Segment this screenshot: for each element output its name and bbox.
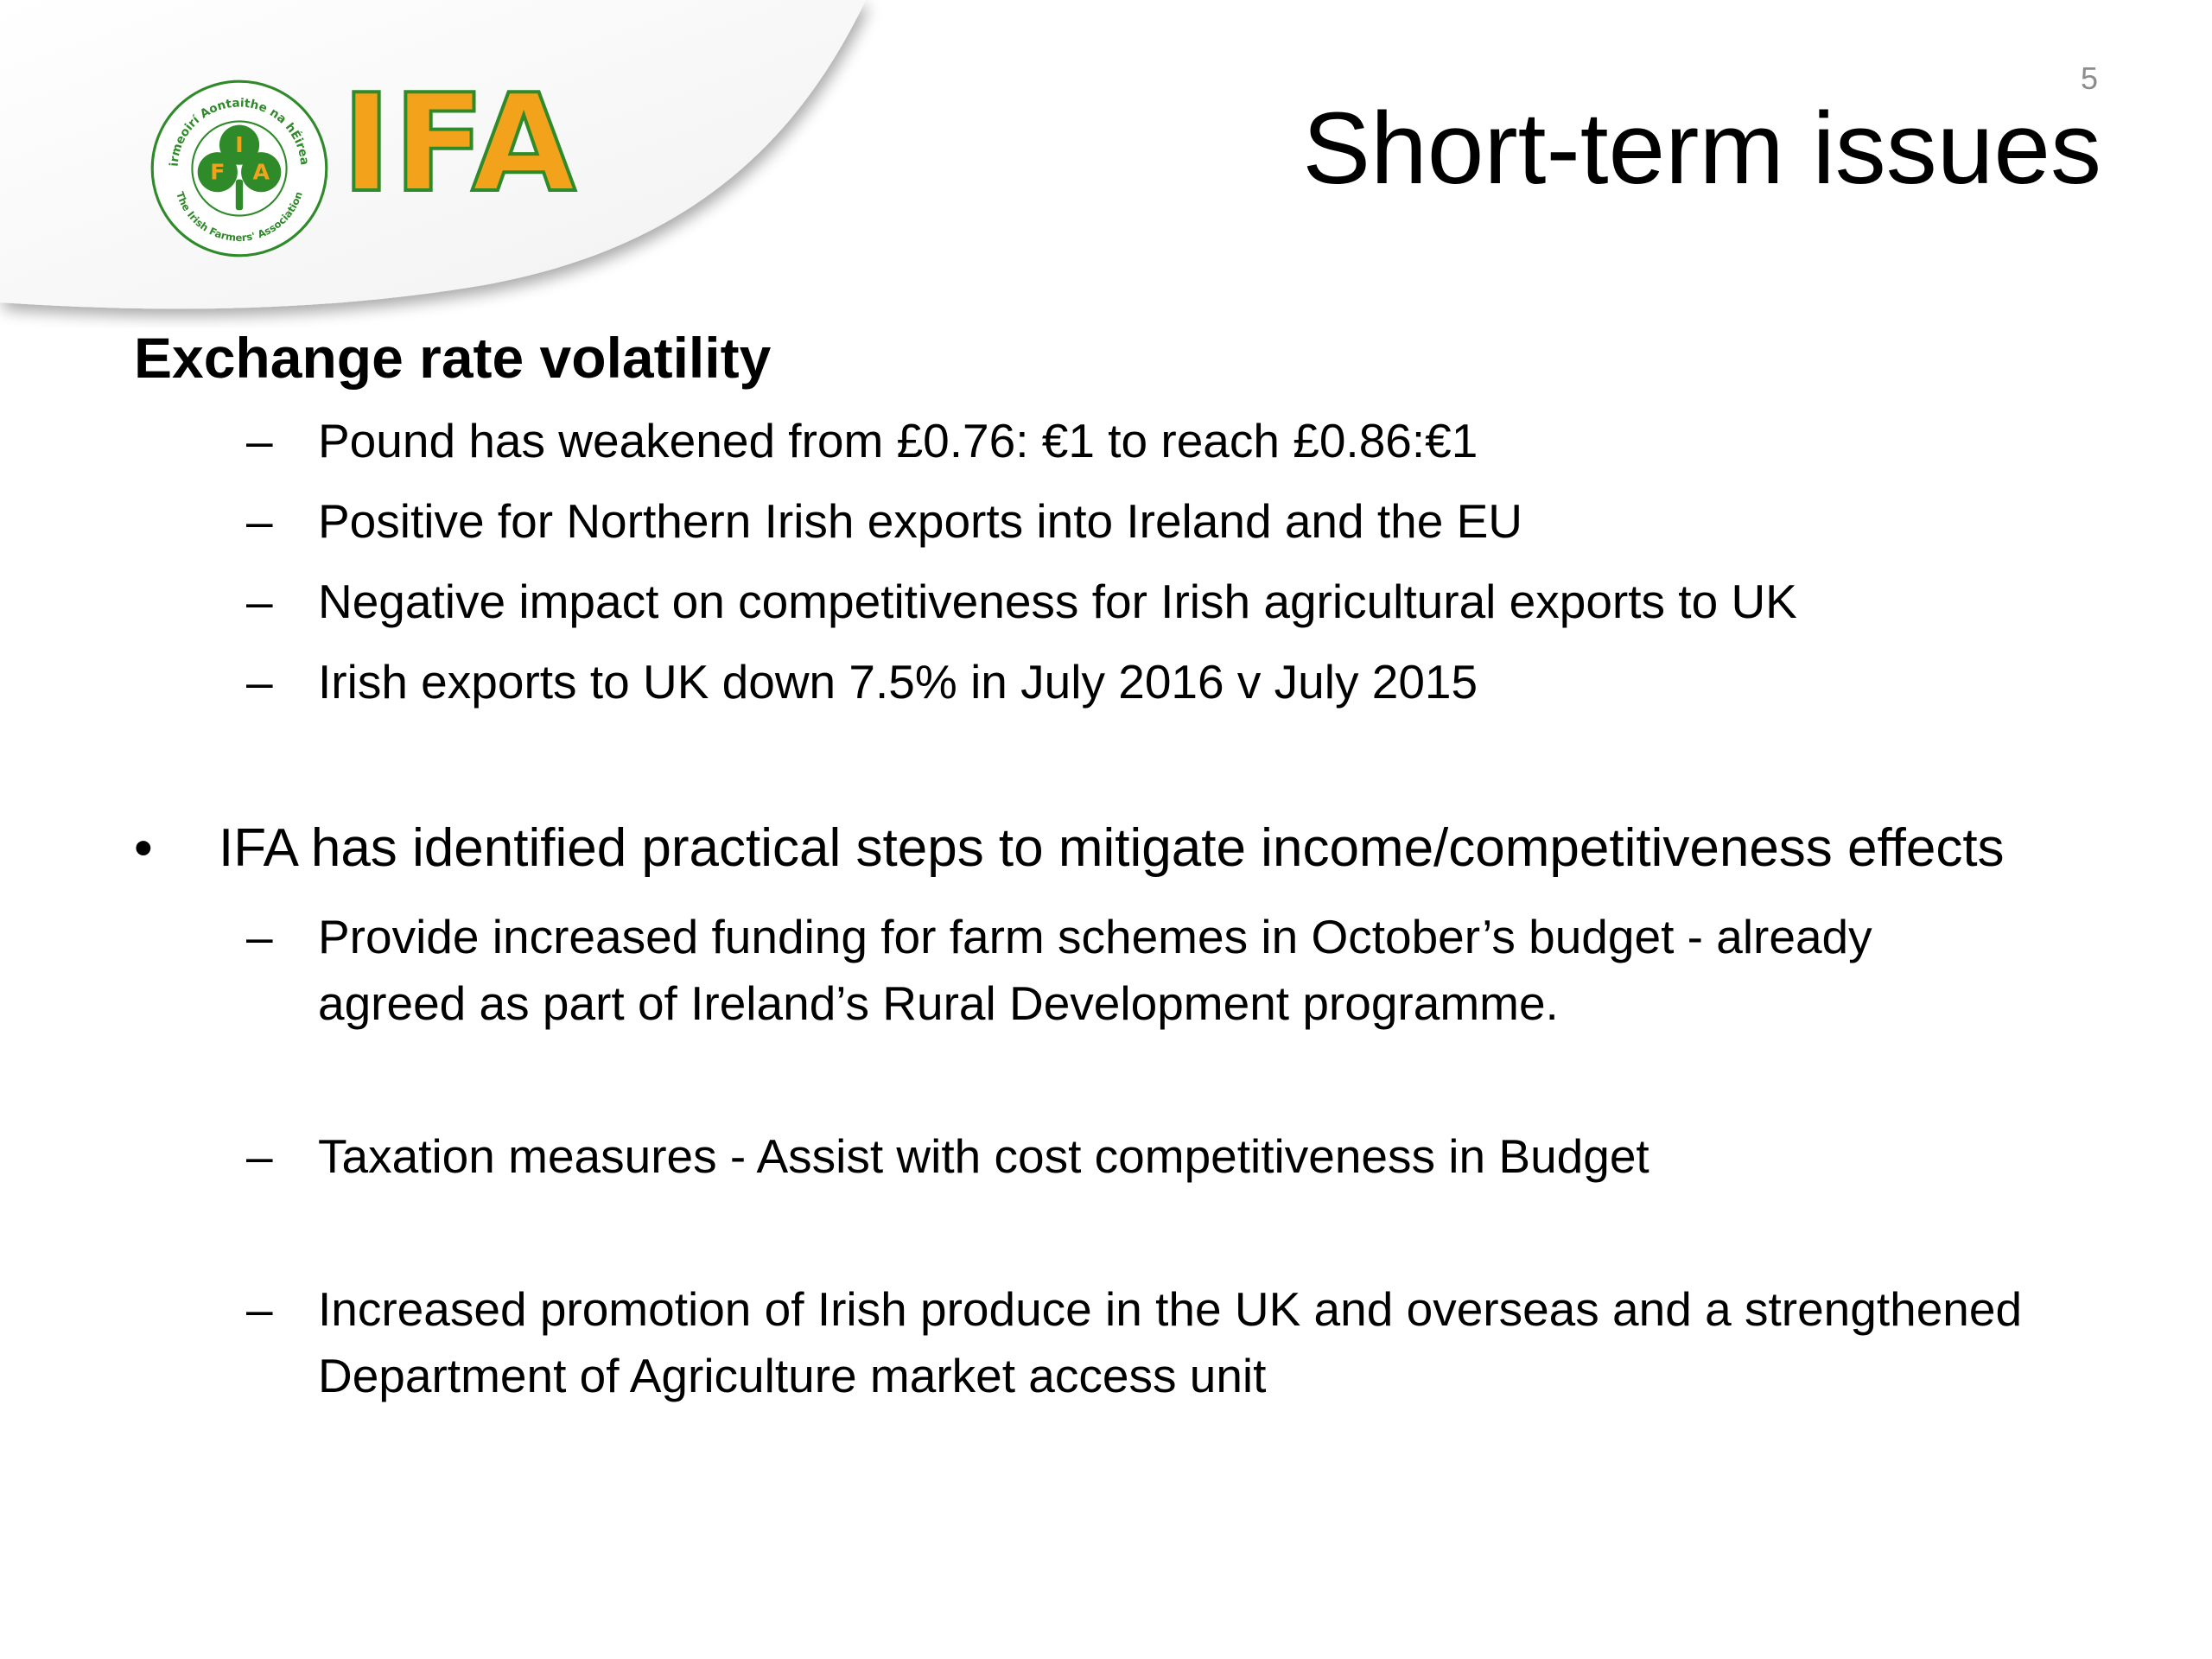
bullet-marker: •	[134, 818, 153, 879]
exchange-rate-list: – Pound has weakened from £0.76: €1 to r…	[134, 408, 2087, 715]
list-item-text: Pound has weakened from £0.76: €1 to rea…	[318, 414, 1478, 468]
mitigation-steps-list: – Provide increased funding for farm sch…	[134, 904, 2087, 1409]
ifa-wordmark-logo: IFA	[340, 65, 578, 222]
dash-marker: –	[246, 655, 273, 709]
section-heading: Exchange rate volatility	[134, 326, 772, 390]
list-item-text: Negative impact on competitiveness for I…	[318, 575, 1797, 629]
dash-marker: –	[246, 1129, 273, 1184]
dash-marker: –	[246, 575, 273, 629]
dash-marker: –	[246, 910, 273, 964]
list-item: – Pound has weakened from £0.76: €1 to r…	[246, 408, 2087, 474]
slide-body: Exchange rate volatility – Pound has wea…	[134, 324, 2087, 1423]
slide-title: Short-term issues	[1302, 92, 2101, 206]
bullet-point: • IFA has identified practical steps to …	[134, 812, 2016, 885]
list-item: – Positive for Northern Irish exports in…	[246, 488, 2087, 555]
list-item: – Provide increased funding for farm sch…	[246, 904, 2029, 1037]
ifa-seal-logo: Feirmeoirí Aontaithe na hÉireann The Iri…	[149, 78, 328, 257]
list-item: – Taxation measures - Assist with cost c…	[246, 1123, 2029, 1190]
list-item: – Negative impact on competitiveness for…	[246, 569, 2087, 635]
list-item-text: Provide increased funding for farm schem…	[318, 910, 1872, 1031]
bullet-text: IFA has identified practical steps to mi…	[219, 818, 2005, 879]
list-item-text: Taxation measures - Assist with cost com…	[318, 1129, 1649, 1184]
seal-letter-i: I	[235, 132, 243, 157]
list-item-text: Irish exports to UK down 7.5% in July 20…	[318, 655, 1478, 709]
dash-marker: –	[246, 1282, 273, 1337]
list-item-text: Positive for Northern Irish exports into…	[318, 494, 1523, 549]
list-item: – Increased promotion of Irish produce i…	[246, 1276, 2029, 1409]
list-item-text: Increased promotion of Irish produce in …	[318, 1282, 2023, 1403]
list-item: – Irish exports to UK down 7.5% in July …	[246, 649, 2087, 715]
seal-letter-a: A	[252, 160, 270, 185]
seal-letter-f: F	[210, 160, 225, 185]
dash-marker: –	[246, 494, 273, 549]
dash-marker: –	[246, 414, 273, 468]
slide-number: 5	[2080, 60, 2098, 96]
